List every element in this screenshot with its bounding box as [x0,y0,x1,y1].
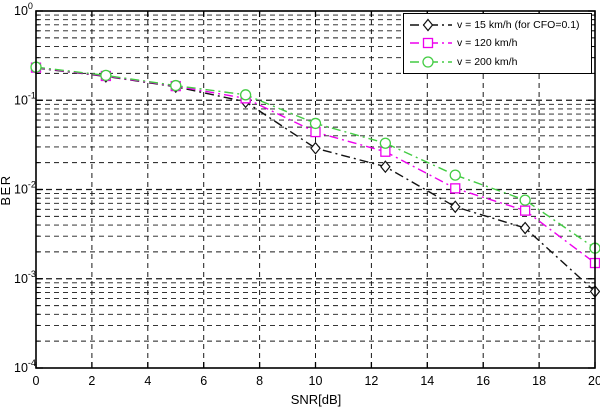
marker-circle [422,56,434,68]
y-tick-exponent: -1 [28,90,36,100]
x-tick-label: 2 [88,374,95,388]
marker-circle [239,89,252,101]
marker-circle [379,137,392,149]
x-tick-label: 16 [476,374,490,388]
x-tick-label: 6 [200,374,207,388]
marker-square [422,38,434,49]
y-tick-exponent: -3 [28,269,36,279]
x-tick-label: 20 [588,374,600,388]
legend-item-v15: v = 15 km/h (for CFO=0.1) [408,17,591,34]
legend-sample-square-icon [410,38,452,49]
y-tick-label: 10-3 [14,269,36,286]
marker-square [519,205,531,216]
x-tick-label: 4 [144,374,151,388]
marker-diamond [380,160,391,174]
marker-circle [449,169,461,181]
x-tick-label: 14 [420,374,434,388]
legend-sample-circle-icon [410,56,452,68]
legend-label-v120: v = 120 km/h [457,37,518,50]
legend-label-v15: v = 15 km/h (for CFO=0.1) [457,19,580,32]
marker-diamond [310,141,321,155]
plot-frame [35,10,596,369]
y-tick-exponent: -4 [28,358,36,368]
y-axis-label: BER [0,174,13,205]
y-tick-exponent: 0 [28,1,33,11]
x-tick-label: 18 [532,374,546,388]
y-tick-label: 10-2 [14,180,36,197]
marker-diamond [449,200,461,214]
y-tick-exponent: -2 [28,180,36,190]
x-tick-label: 8 [256,374,263,388]
legend-item-v200: v = 200 km/h [408,53,591,70]
legend-item-v120: v = 120 km/h [408,35,591,52]
legend: v = 15 km/h (for CFO=0.1) v = 120 km/h v… [403,13,592,74]
x-tick-label: 10 [309,374,323,388]
legend-label-v200: v = 200 km/h [457,55,518,68]
x-tick-label: 0 [33,374,40,388]
y-tick-label: 10-1 [14,90,36,107]
y-tick-label: 100 [14,1,33,18]
marker-square [450,183,461,194]
marker-circle [100,69,112,82]
marker-circle [309,117,322,130]
marker-circle [170,79,182,92]
marker-diamond [519,221,531,235]
marker-diamond [422,18,434,32]
x-tick-label: 12 [364,374,378,388]
marker-circle [519,194,531,206]
y-tick-label: 10-4 [14,358,36,375]
series-line-0 [35,67,596,293]
x-axis-label: SNR[dB] [291,392,342,407]
legend-sample-diamond-icon [410,18,452,32]
